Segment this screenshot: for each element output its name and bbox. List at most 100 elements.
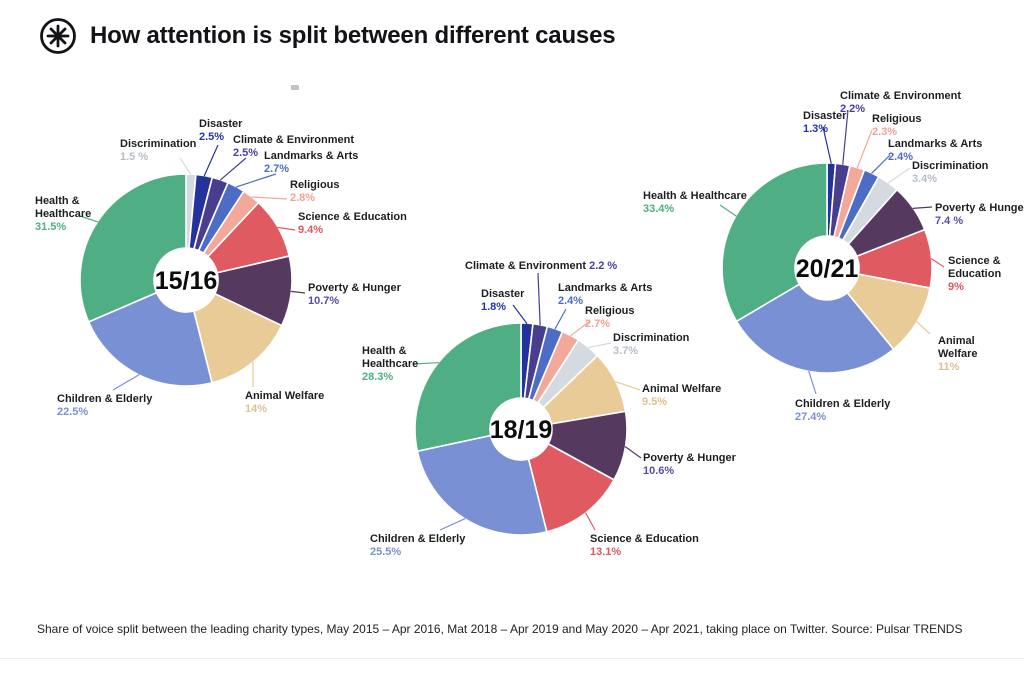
slice-value-health-healthcare: 31.5%	[35, 221, 66, 233]
label-leader-line	[719, 204, 737, 217]
slice-label-animal-welfare: Animal	[938, 335, 975, 347]
slice-value-religious: 2.3%	[872, 126, 897, 138]
slice-label-health-healthcare: Healthcare	[362, 358, 418, 370]
slice-label-religious: Religious	[290, 179, 340, 191]
label-leader-line	[219, 157, 247, 181]
slice-value-disaster: 2.5%	[199, 131, 224, 143]
slice-value-religious: 2.8%	[290, 192, 315, 204]
label-leader-line	[887, 167, 911, 184]
slice-label-health-healthcare: Health &	[362, 345, 407, 357]
slice-label-climate-environment: Climate & Environment	[233, 134, 354, 146]
slice-label-poverty-hunger: Poverty & Hunger	[643, 452, 737, 464]
label-leader-line	[916, 321, 931, 335]
label-leader-line	[842, 109, 849, 165]
label-leader-line	[537, 272, 541, 326]
slice-value-landmarks-arts: 2.7%	[264, 163, 289, 175]
pie-center-label-15-16: 15/16	[155, 267, 218, 295]
slice-value-discrimination: 1.5 %	[120, 151, 148, 163]
slice-label-health-healthcare: Healthcare	[35, 208, 91, 220]
label-leader-line	[930, 257, 945, 268]
page-title: How attention is split between different…	[90, 22, 616, 49]
slice-value-discrimination: 3.4%	[912, 173, 937, 185]
stray-mark	[291, 85, 299, 90]
slice-label-disaster: Disaster	[803, 110, 847, 122]
slice-value-children-elderly: 25.5%	[370, 546, 401, 558]
slice-value-science-education: 13.1%	[590, 546, 621, 558]
slice-label-poverty-hunger: Poverty & Hunger	[935, 202, 1024, 214]
slice-label-children-elderly: Children & Elderly	[57, 393, 153, 405]
slice-label-health-healthcare: Health &	[35, 195, 80, 207]
slice-label-disaster: Disaster	[199, 118, 243, 130]
pie-slice-children-elderly	[735, 283, 895, 374]
slice-label-science-education: Science & Education	[590, 533, 699, 545]
header: How attention is split between different…	[38, 16, 616, 56]
pie-slice-health-healthcare	[414, 322, 522, 452]
label-leader-line	[584, 512, 596, 531]
label-leader-line	[808, 370, 817, 395]
label-leader-line	[235, 173, 277, 188]
slice-label-religious: Religious	[585, 305, 635, 317]
slice-value-climate-environment: 2.2%	[840, 103, 865, 115]
label-leader-line	[822, 126, 832, 164]
slice-value-poverty-hunger: 10.7%	[308, 295, 339, 307]
slice-value-landmarks-arts: 2.4%	[888, 151, 913, 163]
slice-label-science-education: Education	[948, 268, 1001, 280]
label-leader-line	[554, 308, 567, 330]
slice-value-poverty-hunger: 7.4 %	[935, 215, 963, 227]
slice-label-poverty-hunger: Poverty & Hunger	[308, 282, 402, 294]
slice-value-landmarks-arts: 2.4%	[558, 295, 583, 307]
slice-value-disaster: 1.8%	[481, 301, 506, 313]
slice-value-disaster: 1.3%	[803, 123, 828, 135]
slice-label-religious: Religious	[872, 113, 922, 125]
slice-label-disaster: Disaster	[481, 288, 525, 300]
slice-label-landmarks-arts: Landmarks & Arts	[888, 138, 982, 150]
label-leader-line	[112, 374, 140, 391]
slice-label-health-healthcare: Health & Healthcare	[643, 190, 747, 202]
pie-center-label-20-21: 20/21	[796, 255, 859, 283]
slice-value-discrimination: 3.7%	[613, 345, 638, 357]
slice-label-animal-welfare: Welfare	[938, 348, 978, 360]
slice-label-landmarks-arts: Landmarks & Arts	[558, 282, 652, 294]
slice-value-children-elderly: 27.4%	[795, 411, 826, 423]
pie-slice-children-elderly	[416, 434, 548, 536]
label-leader-line	[179, 157, 192, 175]
bottom-divider	[0, 658, 1024, 659]
slice-label-climate-environment: Climate & Environment	[840, 90, 961, 102]
chart-caption: Share of voice split between the leading…	[37, 622, 963, 636]
slice-value-children-elderly: 22.5%	[57, 406, 88, 418]
slice-label-climate-environment: Climate & Environment 2.2 %	[465, 260, 617, 272]
slice-value-religious: 2.7%	[585, 318, 610, 330]
label-leader-line	[512, 304, 528, 325]
slice-label-discrimination: Discrimination	[613, 332, 690, 344]
slice-label-science-education: Science & Education	[298, 211, 407, 223]
pie-center-label-18-19: 18/19	[490, 416, 553, 444]
slice-value-science-education: 9.4%	[298, 224, 323, 236]
pie-slice-health-healthcare	[721, 162, 828, 323]
label-leader-line	[439, 517, 466, 531]
slice-value-science-education: 9%	[948, 281, 964, 293]
slice-value-animal-welfare: 9.5%	[642, 396, 667, 408]
slice-value-climate-environment: 2.5%	[233, 147, 258, 159]
pie-slice-children-elderly	[87, 291, 213, 387]
slice-label-children-elderly: Children & Elderly	[370, 533, 466, 545]
label-leader-line	[79, 215, 99, 223]
label-leader-line	[624, 446, 642, 459]
label-leader-line	[290, 290, 306, 294]
slice-label-discrimination: Discrimination	[912, 160, 989, 172]
pulsar-asterisk-logo-icon	[40, 18, 76, 54]
slice-value-animal-welfare: 14%	[245, 403, 267, 415]
label-leader-line	[277, 226, 296, 231]
slice-value-animal-welfare: 11%	[938, 361, 960, 373]
slice-value-poverty-hunger: 10.6%	[643, 465, 674, 477]
label-leader-line	[570, 320, 591, 337]
pie-slice-health-healthcare	[79, 173, 187, 323]
slice-value-health-healthcare: 28.3%	[362, 371, 393, 383]
label-leader-line	[587, 342, 612, 349]
slice-label-animal-welfare: Animal Welfare	[245, 390, 324, 402]
label-leader-line	[856, 129, 873, 169]
